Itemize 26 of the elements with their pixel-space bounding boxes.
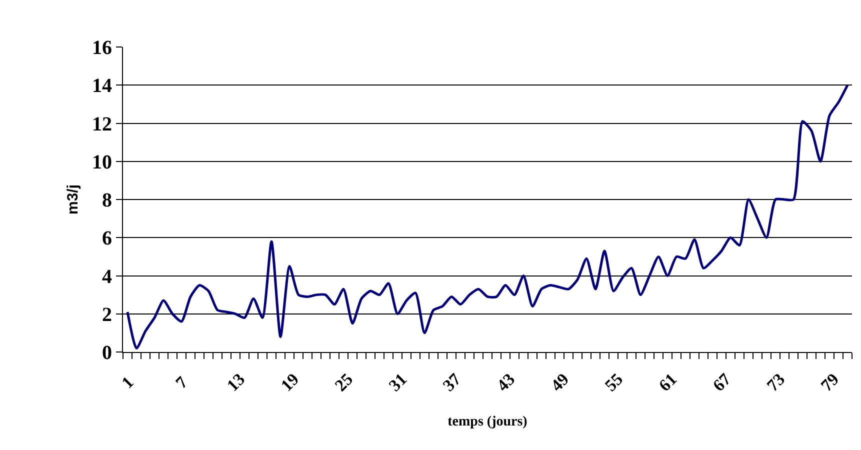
y-tick-label: 10 [92,151,112,174]
x-tick-label: 43 [493,370,519,396]
y-tick-label: 0 [102,342,112,364]
x-tick-label: 1 [118,372,138,392]
x-tick-label: 19 [277,370,303,396]
x-tick-label: 73 [763,370,789,396]
x-tick-label: 67 [709,369,735,396]
x-tick-label: 31 [385,370,411,396]
x-tick-label: 79 [817,370,843,396]
y-tick-label: 8 [102,190,112,212]
y-tick-label: 6 [102,228,112,250]
x-tick-label: 55 [601,370,627,396]
y-axis-title: m3/j [64,184,82,215]
line-series [126,84,849,350]
x-tick-label: 7 [172,372,192,392]
y-tick-label: 2 [102,304,112,326]
y-tick-label: 14 [92,75,112,98]
x-tick-label: 25 [331,370,357,396]
y-tick-label: 4 [102,266,112,288]
y-tick-label: 12 [92,113,112,136]
x-axis-title: temps (jours) [448,414,528,430]
y-tick-label: 16 [92,37,112,59]
x-tick-label: 13 [223,370,249,396]
x-tick-label: 37 [439,369,465,396]
x-tick-label: 61 [655,370,681,396]
x-tick-label: 49 [547,370,573,396]
